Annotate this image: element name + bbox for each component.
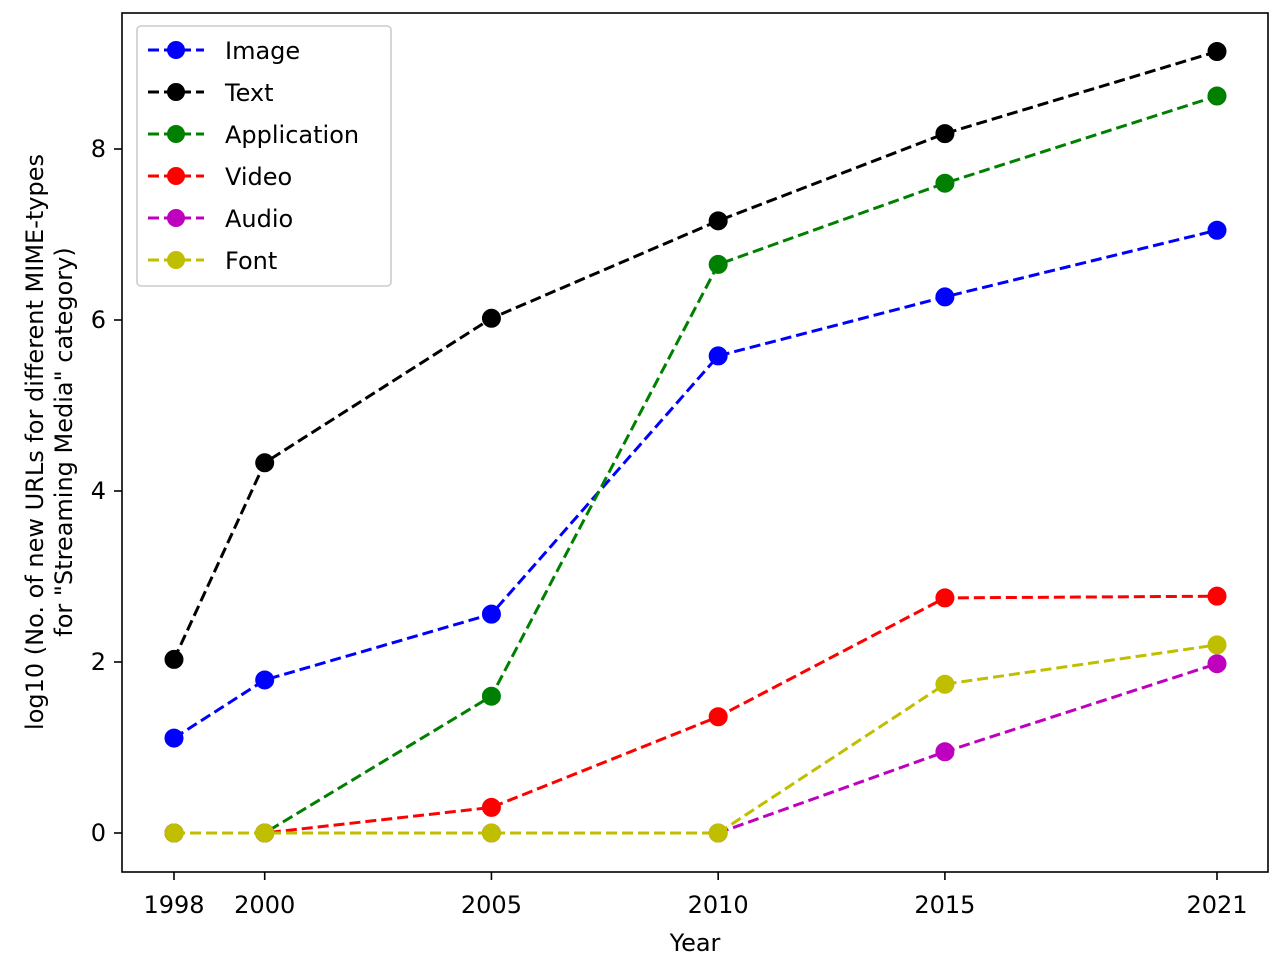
x-axis: 1998 2000 2005 2010 2015 2021 <box>143 872 1248 919</box>
y-axis-label-line-1: log10 (No. of new URLs for different MIM… <box>21 154 49 730</box>
data-point-text <box>935 124 955 144</box>
data-point-video <box>935 588 955 608</box>
data-point-image <box>164 728 184 748</box>
legend-marker <box>167 167 185 185</box>
y-axis: 0 2 4 6 8 <box>91 135 122 847</box>
series-line-audio <box>174 662 1218 835</box>
plot-frame <box>121 12 1269 873</box>
legend-marker <box>167 209 185 227</box>
series-text <box>164 42 1227 669</box>
data-point-application <box>481 686 501 706</box>
data-point-image <box>1207 220 1227 240</box>
data-point-video <box>708 707 728 727</box>
series-image <box>164 220 1227 748</box>
legend-entry-image: Image <box>148 37 300 65</box>
x-axis-label: Year <box>669 929 721 957</box>
y-tick-label: 2 <box>91 648 106 676</box>
x-tick-label: 2000 <box>234 891 295 919</box>
data-point-text <box>708 211 728 231</box>
data-point-text <box>481 308 501 328</box>
data-point-font <box>481 823 501 843</box>
data-point-video <box>481 797 501 817</box>
x-tick-label: 2010 <box>688 891 749 919</box>
legend-marker <box>167 83 185 101</box>
y-tick-label: 6 <box>91 306 106 334</box>
data-point-text <box>1207 42 1227 62</box>
legend-entry-font: Font <box>148 247 277 275</box>
y-tick-label: 0 <box>91 819 106 847</box>
data-point-image <box>481 604 501 624</box>
data-point-image <box>935 287 955 307</box>
legend-label: Video <box>225 163 292 191</box>
data-point-text <box>164 649 184 669</box>
y-tick-label: 8 <box>91 135 106 163</box>
legend-entry-audio: Audio <box>148 205 293 233</box>
legend-label: Application <box>225 121 359 149</box>
series-line-image <box>173 228 1218 740</box>
legend-label: Text <box>224 79 274 107</box>
data-point-font <box>708 823 728 843</box>
data-point-text <box>255 453 275 473</box>
y-tick-label: 4 <box>91 477 106 505</box>
series-line-text <box>172 50 1218 661</box>
legend-entry-text: Text <box>148 79 274 107</box>
legend-label: Audio <box>225 205 293 233</box>
data-point-audio <box>935 742 955 762</box>
legend-marker <box>167 251 185 269</box>
x-tick-label: 2005 <box>461 891 522 919</box>
data-point-video <box>1207 586 1227 606</box>
data-point-application <box>708 254 728 274</box>
data-point-font <box>1207 635 1227 655</box>
series-font <box>164 635 1227 843</box>
data-point-font <box>164 823 184 843</box>
x-tick-label: 2021 <box>1186 891 1247 919</box>
data-point-application <box>935 173 955 193</box>
y-axis-label-line-2: for "Streaming Media" category) <box>50 247 78 636</box>
data-point-font <box>935 674 955 694</box>
series-line-application <box>174 94 1218 835</box>
legend-entry-video: Video <box>148 163 292 191</box>
legend: Image Text Application Video Audio Font <box>136 25 392 287</box>
legend-label: Font <box>225 247 277 275</box>
data-point-application <box>1207 86 1227 106</box>
y-axis-label: log10 (No. of new URLs for different MIM… <box>21 154 78 730</box>
data-point-font <box>255 823 275 843</box>
data-point-image <box>255 670 275 690</box>
data-point-image <box>708 346 728 366</box>
data-point-audio <box>1207 654 1227 674</box>
series-line-video <box>174 594 1218 835</box>
legend-marker <box>167 125 185 143</box>
x-tick-label: 2015 <box>914 891 975 919</box>
x-tick-label: 1998 <box>143 891 204 919</box>
series-layer <box>164 42 1227 843</box>
legend-label: Image <box>225 37 300 65</box>
legend-marker <box>167 41 185 59</box>
legend-entry-application: Application <box>148 121 359 149</box>
